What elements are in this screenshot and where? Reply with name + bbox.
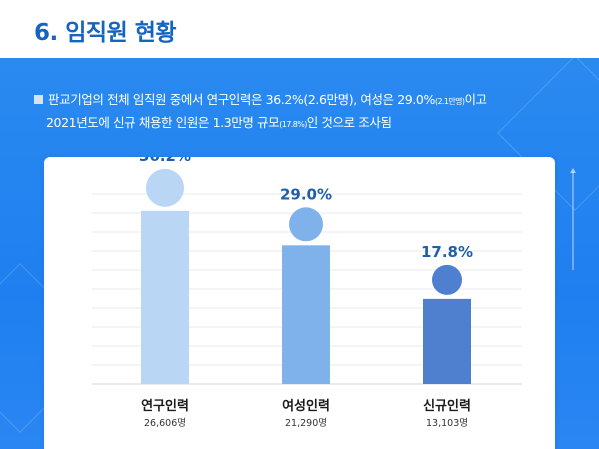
category-label: 여성인력 xyxy=(282,398,330,414)
summary-line-2-note: (17.8%) xyxy=(279,120,307,129)
summary-line-2-tail: 인 것으로 조사됨 xyxy=(306,115,392,130)
scroll-indicator xyxy=(570,168,576,270)
summary-line-1: 판교기업의 전체 임직원 중에서 연구인력은 36.2%(2.6만명), 여성은… xyxy=(34,89,574,112)
summary-line-1-text: 판교기업의 전체 임직원 중에서 연구인력은 36.2%(2.6만명), 여성은… xyxy=(48,92,435,107)
chart-card: 36.2% 연구인력 26,606명 29.0% 여성인력 21,290명 17.8% 신규인… xyxy=(44,147,555,449)
bar-head-circle xyxy=(146,168,184,207)
bar-head-circle xyxy=(289,207,323,242)
count-label: 26,606명 xyxy=(144,418,186,429)
count-label: 13,103명 xyxy=(426,418,468,429)
bar xyxy=(282,245,330,384)
bar-chart: 36.2% 연구인력 26,606명 29.0% 여성인력 21,290명 17.8% 신규인… xyxy=(92,147,522,429)
header: 6. 임직원 현황 xyxy=(0,0,599,58)
category-label: 연구인력 xyxy=(141,398,189,414)
data-label: 36.2% xyxy=(139,157,191,165)
page-title: 6. 임직원 현황 xyxy=(34,20,177,46)
count-label: 21,290명 xyxy=(285,418,327,429)
data-label: 29.0% xyxy=(280,185,332,203)
data-label: 17.8% xyxy=(421,243,473,261)
summary-line-2-text: 2021년도에 신규 채용한 인원은 1.3만명 규모 xyxy=(46,115,280,130)
bar-head-circle xyxy=(432,264,462,295)
bar xyxy=(423,298,471,384)
bullet-icon xyxy=(34,95,43,104)
summary-text: 판교기업의 전체 임직원 중에서 연구인력은 36.2%(2.6만명), 여성은… xyxy=(34,89,574,135)
summary-line-1-tail: 이고 xyxy=(464,92,487,107)
category-label: 신규인력 xyxy=(423,398,471,414)
summary-line-2: 2021년도에 신규 채용한 인원은 1.3만명 규모(17.8%)인 것으로 … xyxy=(34,112,574,135)
summary-line-1-note: (2.1만명) xyxy=(434,97,465,106)
bar xyxy=(141,210,189,384)
